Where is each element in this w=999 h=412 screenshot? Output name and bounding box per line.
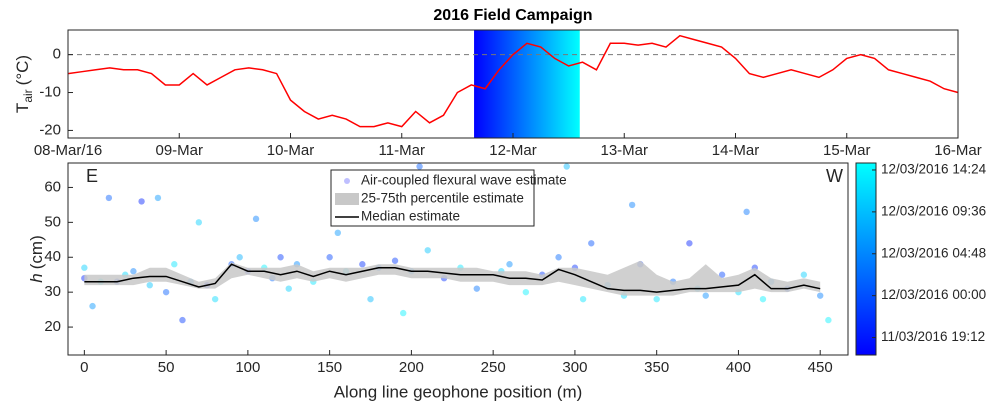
x-tick-label: 15-Mar bbox=[823, 142, 871, 159]
estimate-point bbox=[105, 194, 113, 202]
estimate-point bbox=[424, 247, 431, 254]
y-tick-label: -10 bbox=[39, 83, 61, 100]
estimate-point bbox=[367, 295, 374, 303]
y-tick-label: 30 bbox=[44, 283, 61, 300]
estimate-point bbox=[400, 309, 407, 317]
colorbar-tick-label: 12/03/2016 04:48 bbox=[881, 245, 986, 260]
legend-marker bbox=[344, 178, 350, 184]
estimate-point bbox=[718, 271, 726, 278]
x-tick-label: 09-Mar bbox=[155, 142, 203, 159]
estimate-point bbox=[628, 201, 636, 209]
estimate-point bbox=[146, 281, 153, 289]
x-tick-label: 250 bbox=[481, 359, 506, 376]
x-tick-label: 350 bbox=[644, 359, 669, 376]
estimate-point bbox=[522, 288, 530, 296]
x-tick-label: 12-Mar bbox=[489, 142, 537, 159]
y-tick-label: 60 bbox=[44, 178, 61, 195]
estimate-point bbox=[326, 254, 333, 261]
estimate-point bbox=[506, 261, 513, 268]
estimate-point bbox=[555, 254, 562, 261]
y-label-sub: air bbox=[21, 89, 35, 102]
estimate-point bbox=[162, 288, 170, 296]
estimate-point bbox=[138, 198, 145, 205]
x-tick-label: 13-Mar bbox=[600, 142, 648, 159]
colorbar-tick-label: 12/03/2016 00:00 bbox=[881, 287, 986, 302]
colorbar-tick-label: 11/03/2016 19:12 bbox=[881, 329, 985, 344]
x-axis-label: Along line geophone position (m) bbox=[334, 382, 583, 401]
estimate-point bbox=[195, 219, 203, 226]
estimate-point bbox=[285, 285, 292, 292]
colorbar-tick-label: 12/03/2016 14:24 bbox=[881, 162, 987, 177]
highlight-band bbox=[474, 30, 580, 138]
estimate-point bbox=[686, 240, 693, 247]
estimate-point bbox=[81, 264, 88, 271]
estimate-point bbox=[817, 292, 824, 299]
estimate-point bbox=[334, 229, 342, 237]
estimate-point bbox=[130, 268, 137, 275]
x-tick-label: 11-Mar bbox=[379, 142, 425, 159]
y-tick-label: 20 bbox=[44, 318, 61, 335]
y-tick-label: -20 bbox=[39, 121, 61, 138]
estimate-point bbox=[416, 163, 423, 170]
y-tick-label: 40 bbox=[44, 248, 61, 265]
x-tick-label: 08-Mar/16 bbox=[34, 142, 102, 159]
y-tick-label: 0 bbox=[53, 46, 61, 63]
x-tick-label: 150 bbox=[317, 359, 342, 376]
estimate-point bbox=[277, 254, 284, 261]
estimate-point bbox=[563, 163, 570, 170]
y-label-main: h bbox=[27, 273, 46, 282]
chart-title: 2016 Field Campaign bbox=[433, 7, 592, 24]
estimate-point bbox=[391, 257, 399, 264]
estimate-point bbox=[473, 285, 481, 292]
percentile-band bbox=[84, 260, 821, 296]
estimate-point bbox=[154, 194, 162, 202]
legend-label: 25-75th percentile estimate bbox=[361, 191, 524, 206]
annotation: E bbox=[86, 166, 98, 186]
estimate-point bbox=[89, 302, 96, 310]
estimate-point bbox=[825, 316, 832, 324]
estimate-point bbox=[588, 240, 595, 247]
estimate-point bbox=[759, 295, 767, 303]
annotation: W bbox=[826, 166, 843, 186]
y-axis-label: Tair (°C) bbox=[13, 55, 35, 113]
estimate-point bbox=[653, 295, 660, 303]
x-tick-label: 10-Mar bbox=[267, 142, 315, 159]
y-label-unit: (cm) bbox=[27, 235, 46, 269]
colorbar bbox=[855, 162, 877, 356]
y-tick-label: 50 bbox=[44, 213, 61, 230]
legend-swatch bbox=[335, 193, 359, 205]
y-label-main: T bbox=[13, 103, 32, 113]
x-tick-label: 14-Mar bbox=[712, 142, 760, 159]
estimate-point bbox=[211, 295, 219, 303]
axes-frame bbox=[67, 162, 849, 356]
x-tick-label: 100 bbox=[235, 359, 260, 376]
estimate-point bbox=[579, 295, 587, 303]
x-tick-label: 0 bbox=[80, 359, 88, 376]
estimate-point bbox=[171, 261, 178, 268]
legend-label: Air-coupled flexural wave estimate bbox=[361, 173, 567, 188]
x-tick-label: 200 bbox=[399, 359, 424, 376]
estimate-point bbox=[236, 254, 243, 261]
estimate-point bbox=[702, 292, 709, 299]
estimate-point bbox=[800, 271, 808, 278]
estimate-point bbox=[743, 208, 750, 216]
estimate-point bbox=[252, 215, 260, 223]
x-tick-label: 300 bbox=[562, 359, 587, 376]
legend-box bbox=[330, 169, 535, 227]
bottom-plot: 0 50 100 150 200 250 300 350 400 450 20 30 40 50 60 Air… bbox=[44, 162, 986, 376]
temperature-line bbox=[67, 34, 959, 128]
estimate-point bbox=[359, 261, 366, 268]
y-label-unit: (°C) bbox=[13, 55, 32, 85]
x-tick-label: 16-Mar bbox=[934, 142, 982, 159]
x-tick-label: 450 bbox=[808, 359, 833, 376]
median-line bbox=[84, 263, 821, 293]
x-tick-label: 50 bbox=[158, 359, 175, 376]
estimate-point bbox=[179, 316, 186, 324]
x-tick-label: 400 bbox=[726, 359, 751, 376]
legend-label: Median estimate bbox=[361, 209, 460, 224]
colorbar-tick-label: 12/03/2016 09:36 bbox=[881, 203, 986, 218]
top-plot: 08-Mar/16 09-Mar 10-Mar 11-Mar 12-Mar 13-Mar 1… bbox=[34, 29, 982, 159]
y-axis-label: h (cm) bbox=[27, 235, 46, 282]
